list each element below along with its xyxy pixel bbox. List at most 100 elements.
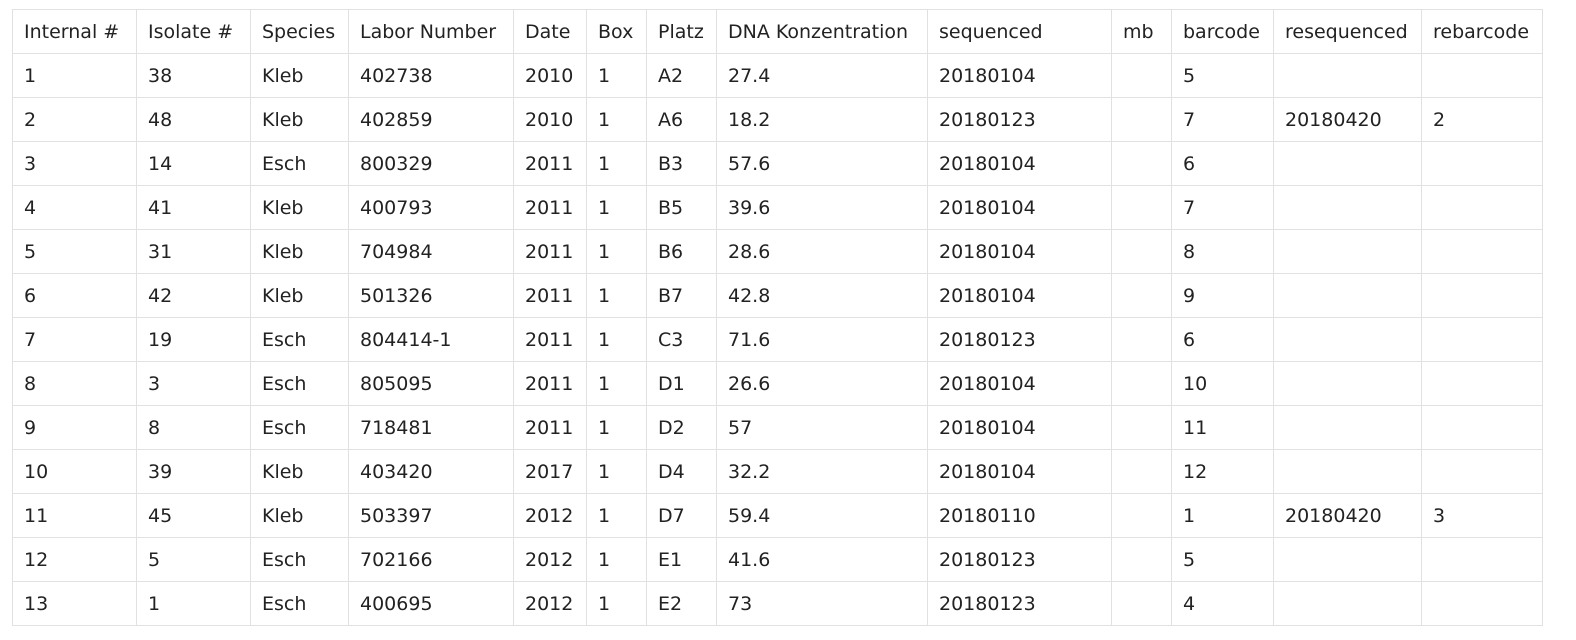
cell-date[interactable]: 2010 bbox=[513, 53, 587, 98]
cell-resequenced[interactable] bbox=[1273, 537, 1422, 582]
cell-barcode[interactable]: 7 bbox=[1171, 185, 1274, 230]
cell-date[interactable]: 2017 bbox=[513, 449, 587, 494]
cell-mb[interactable] bbox=[1111, 53, 1172, 98]
cell-labor-number[interactable]: 501326 bbox=[348, 273, 514, 318]
cell-platz[interactable]: B7 bbox=[646, 273, 717, 318]
column-header-internal-number[interactable]: Internal # bbox=[12, 9, 137, 54]
cell-mb[interactable] bbox=[1111, 229, 1172, 274]
cell-isolate-number[interactable]: 48 bbox=[136, 97, 251, 142]
cell-date[interactable]: 2012 bbox=[513, 537, 587, 582]
cell-sequenced[interactable]: 20180104 bbox=[927, 229, 1112, 274]
cell-box[interactable]: 1 bbox=[586, 405, 647, 450]
cell-isolate-number[interactable]: 31 bbox=[136, 229, 251, 274]
cell-box[interactable]: 1 bbox=[586, 141, 647, 186]
cell-barcode[interactable]: 8 bbox=[1171, 229, 1274, 274]
cell-barcode[interactable]: 9 bbox=[1171, 273, 1274, 318]
table-row[interactable]: 2 48 Kleb 402859 2010 1 A6 18.2 20180123 7 2018042… bbox=[12, 97, 1543, 142]
table-row[interactable]: 1 38 Kleb 402738 2010 1 A2 27.4 20180104 5 bbox=[12, 53, 1543, 98]
cell-platz[interactable]: E2 bbox=[646, 581, 717, 626]
column-header-sequenced[interactable]: sequenced bbox=[927, 9, 1112, 54]
table-row[interactable]: 11 45 Kleb 503397 2012 1 D7 59.4 20180110 1 201804… bbox=[12, 493, 1543, 538]
cell-labor-number[interactable]: 403420 bbox=[348, 449, 514, 494]
cell-species[interactable]: Kleb bbox=[250, 229, 349, 274]
cell-species[interactable]: Kleb bbox=[250, 493, 349, 538]
cell-internal-number[interactable]: 10 bbox=[12, 449, 137, 494]
cell-mb[interactable] bbox=[1111, 97, 1172, 142]
table-row[interactable]: 9 8 Esch 718481 2011 1 D2 57 20180104 11 bbox=[12, 405, 1543, 450]
cell-dna-konzentration[interactable]: 41.6 bbox=[716, 537, 928, 582]
cell-isolate-number[interactable]: 39 bbox=[136, 449, 251, 494]
cell-date[interactable]: 2010 bbox=[513, 97, 587, 142]
cell-labor-number[interactable]: 704984 bbox=[348, 229, 514, 274]
cell-platz[interactable]: B3 bbox=[646, 141, 717, 186]
cell-dna-konzentration[interactable]: 57 bbox=[716, 405, 928, 450]
cell-platz[interactable]: B6 bbox=[646, 229, 717, 274]
column-header-box[interactable]: Box bbox=[586, 9, 647, 54]
cell-labor-number[interactable]: 800329 bbox=[348, 141, 514, 186]
cell-mb[interactable] bbox=[1111, 405, 1172, 450]
cell-species[interactable]: Esch bbox=[250, 405, 349, 450]
cell-internal-number[interactable]: 1 bbox=[12, 53, 137, 98]
cell-box[interactable]: 1 bbox=[586, 97, 647, 142]
cell-internal-number[interactable]: 2 bbox=[12, 97, 137, 142]
cell-barcode[interactable]: 10 bbox=[1171, 361, 1274, 406]
cell-sequenced[interactable]: 20180110 bbox=[927, 493, 1112, 538]
column-header-date[interactable]: Date bbox=[513, 9, 587, 54]
cell-mb[interactable] bbox=[1111, 449, 1172, 494]
cell-species[interactable]: Esch bbox=[250, 361, 349, 406]
cell-mb[interactable] bbox=[1111, 581, 1172, 626]
cell-dna-konzentration[interactable]: 32.2 bbox=[716, 449, 928, 494]
cell-mb[interactable] bbox=[1111, 273, 1172, 318]
cell-box[interactable]: 1 bbox=[586, 185, 647, 230]
cell-species[interactable]: Kleb bbox=[250, 185, 349, 230]
cell-box[interactable]: 1 bbox=[586, 581, 647, 626]
cell-barcode[interactable]: 4 bbox=[1171, 581, 1274, 626]
column-header-barcode[interactable]: barcode bbox=[1171, 9, 1274, 54]
cell-isolate-number[interactable]: 42 bbox=[136, 273, 251, 318]
table-row[interactable]: 10 39 Kleb 403420 2017 1 D4 32.2 20180104 12 bbox=[12, 449, 1543, 494]
cell-rebarcode[interactable] bbox=[1421, 273, 1543, 318]
cell-sequenced[interactable]: 20180123 bbox=[927, 537, 1112, 582]
cell-isolate-number[interactable]: 14 bbox=[136, 141, 251, 186]
cell-platz[interactable]: D7 bbox=[646, 493, 717, 538]
cell-sequenced[interactable]: 20180104 bbox=[927, 361, 1112, 406]
cell-internal-number[interactable]: 5 bbox=[12, 229, 137, 274]
cell-barcode[interactable]: 1 bbox=[1171, 493, 1274, 538]
cell-internal-number[interactable]: 3 bbox=[12, 141, 137, 186]
cell-sequenced[interactable]: 20180123 bbox=[927, 581, 1112, 626]
cell-dna-konzentration[interactable]: 59.4 bbox=[716, 493, 928, 538]
cell-barcode[interactable]: 5 bbox=[1171, 53, 1274, 98]
cell-date[interactable]: 2011 bbox=[513, 317, 587, 362]
cell-rebarcode[interactable] bbox=[1421, 53, 1543, 98]
cell-platz[interactable]: D1 bbox=[646, 361, 717, 406]
cell-labor-number[interactable]: 702166 bbox=[348, 537, 514, 582]
cell-resequenced[interactable] bbox=[1273, 185, 1422, 230]
cell-rebarcode[interactable]: 2 bbox=[1421, 97, 1543, 142]
table-row[interactable]: 3 14 Esch 800329 2011 1 B3 57.6 20180104 6 bbox=[12, 141, 1543, 186]
cell-resequenced[interactable] bbox=[1273, 405, 1422, 450]
cell-date[interactable]: 2011 bbox=[513, 141, 587, 186]
cell-sequenced[interactable]: 20180104 bbox=[927, 273, 1112, 318]
cell-date[interactable]: 2011 bbox=[513, 361, 587, 406]
column-header-labor-number[interactable]: Labor Number bbox=[348, 9, 514, 54]
cell-mb[interactable] bbox=[1111, 141, 1172, 186]
cell-sequenced[interactable]: 20180123 bbox=[927, 317, 1112, 362]
cell-labor-number[interactable]: 804414-1 bbox=[348, 317, 514, 362]
cell-rebarcode[interactable] bbox=[1421, 537, 1543, 582]
cell-resequenced[interactable] bbox=[1273, 273, 1422, 318]
cell-internal-number[interactable]: 8 bbox=[12, 361, 137, 406]
cell-internal-number[interactable]: 6 bbox=[12, 273, 137, 318]
cell-rebarcode[interactable] bbox=[1421, 185, 1543, 230]
cell-resequenced[interactable] bbox=[1273, 317, 1422, 362]
cell-dna-konzentration[interactable]: 18.2 bbox=[716, 97, 928, 142]
cell-isolate-number[interactable]: 1 bbox=[136, 581, 251, 626]
cell-date[interactable]: 2011 bbox=[513, 185, 587, 230]
table-row[interactable]: 7 19 Esch 804414-1 2011 1 C3 71.6 20180123 6 bbox=[12, 317, 1543, 362]
cell-barcode[interactable]: 6 bbox=[1171, 141, 1274, 186]
column-header-mb[interactable]: mb bbox=[1111, 9, 1172, 54]
cell-barcode[interactable]: 11 bbox=[1171, 405, 1274, 450]
cell-box[interactable]: 1 bbox=[586, 53, 647, 98]
cell-species[interactable]: Esch bbox=[250, 141, 349, 186]
cell-rebarcode[interactable] bbox=[1421, 229, 1543, 274]
cell-internal-number[interactable]: 7 bbox=[12, 317, 137, 362]
